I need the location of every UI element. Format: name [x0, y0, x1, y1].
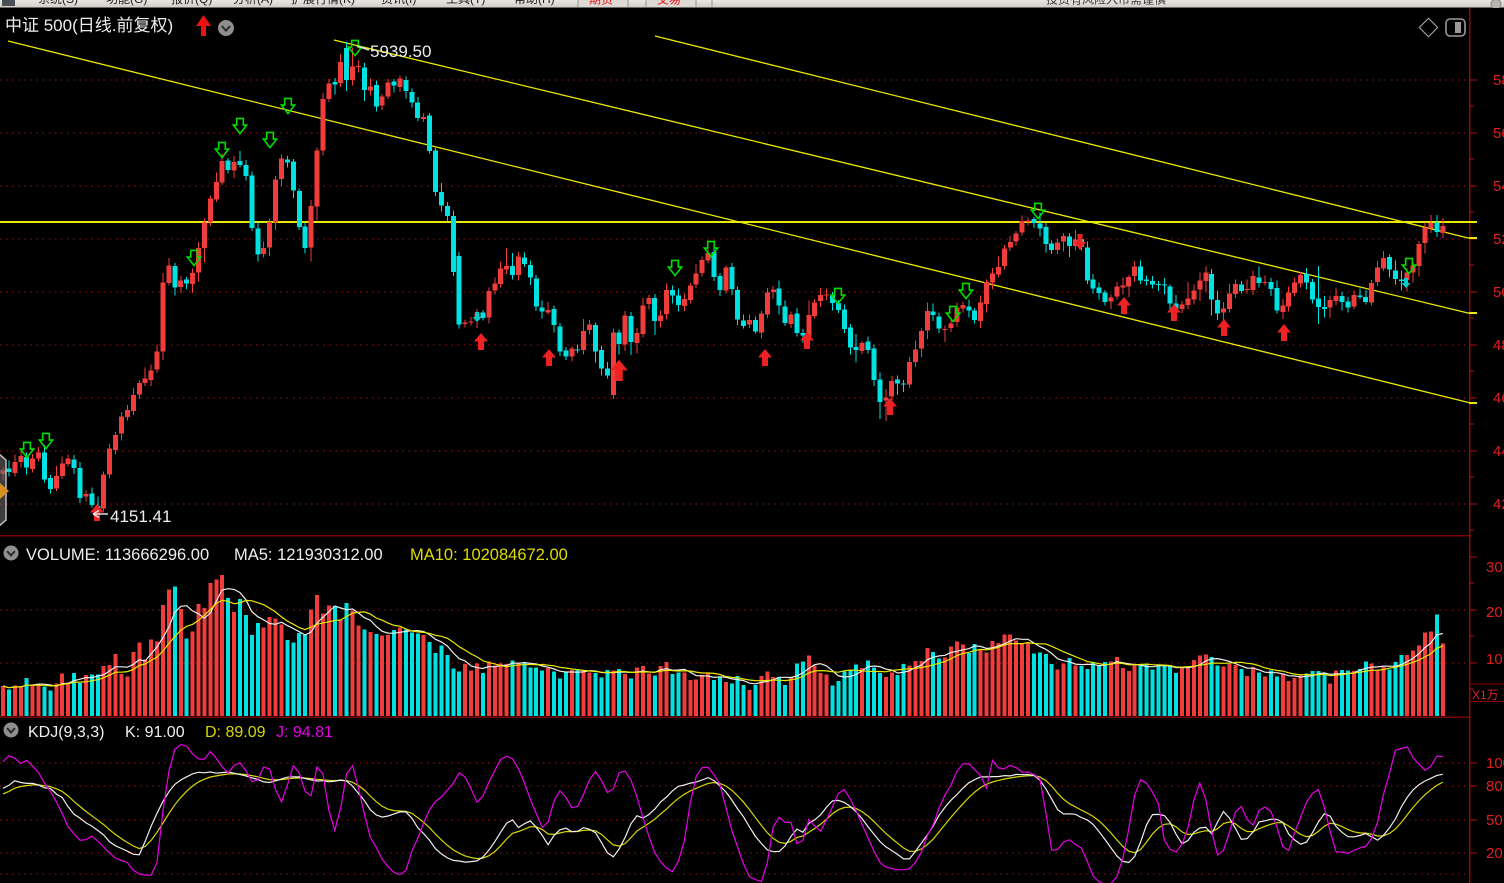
svg-text:42: 42: [1493, 496, 1504, 513]
svg-text:50: 50: [1486, 812, 1503, 829]
svg-text:帮助(H): 帮助(H): [514, 0, 555, 6]
svg-text:系统(S): 系统(S): [38, 0, 78, 6]
svg-text:K: 91.00: K: 91.00: [125, 724, 185, 741]
svg-text:5939.50: 5939.50: [370, 42, 431, 61]
svg-text:30: 30: [1486, 559, 1503, 576]
svg-text:46: 46: [1493, 390, 1504, 407]
svg-text:56: 56: [1493, 125, 1504, 142]
svg-text:工具(T): 工具(T): [446, 0, 485, 6]
svg-text:100: 100: [1486, 755, 1504, 772]
svg-text:J: 94.81: J: 94.81: [276, 724, 333, 741]
svg-text:VOLUME: 113666296.00: VOLUME: 113666296.00: [26, 546, 209, 564]
svg-text:X1万: X1万: [1472, 688, 1499, 702]
svg-text:KDJ(9,3,3): KDJ(9,3,3): [28, 724, 104, 741]
svg-text:资讯(I): 资讯(I): [381, 0, 416, 6]
svg-text:80: 80: [1486, 778, 1503, 795]
svg-text:48: 48: [1493, 337, 1504, 354]
svg-text:20: 20: [1486, 845, 1503, 862]
svg-text:中证 500(日线.前复权): 中证 500(日线.前复权): [5, 16, 173, 35]
svg-text:20: 20: [1486, 604, 1503, 621]
svg-text:MA10: 102084672.00: MA10: 102084672.00: [410, 546, 568, 564]
svg-text:50: 50: [1493, 284, 1504, 301]
svg-text:MA5: 121930312.00: MA5: 121930312.00: [234, 546, 383, 564]
svg-text:44: 44: [1493, 443, 1504, 460]
svg-text:52: 52: [1493, 231, 1504, 248]
svg-text:D: 89.09: D: 89.09: [205, 724, 266, 741]
svg-text:报价(Q): 报价(Q): [171, 0, 212, 6]
svg-text:交易: 交易: [657, 0, 681, 7]
svg-text:58: 58: [1493, 72, 1504, 89]
svg-text:4151.41: 4151.41: [110, 507, 171, 526]
svg-text:10: 10: [1486, 651, 1503, 668]
svg-text:功能(G): 功能(G): [106, 0, 147, 6]
svg-text:投资有风险入市需谨慎: 投资有风险入市需谨慎: [1046, 0, 1166, 7]
svg-text:54: 54: [1493, 178, 1504, 195]
svg-text:扩展行情(K): 扩展行情(K): [291, 0, 355, 6]
svg-text:期货: 期货: [589, 0, 613, 7]
svg-text:分析(A): 分析(A): [233, 0, 273, 6]
